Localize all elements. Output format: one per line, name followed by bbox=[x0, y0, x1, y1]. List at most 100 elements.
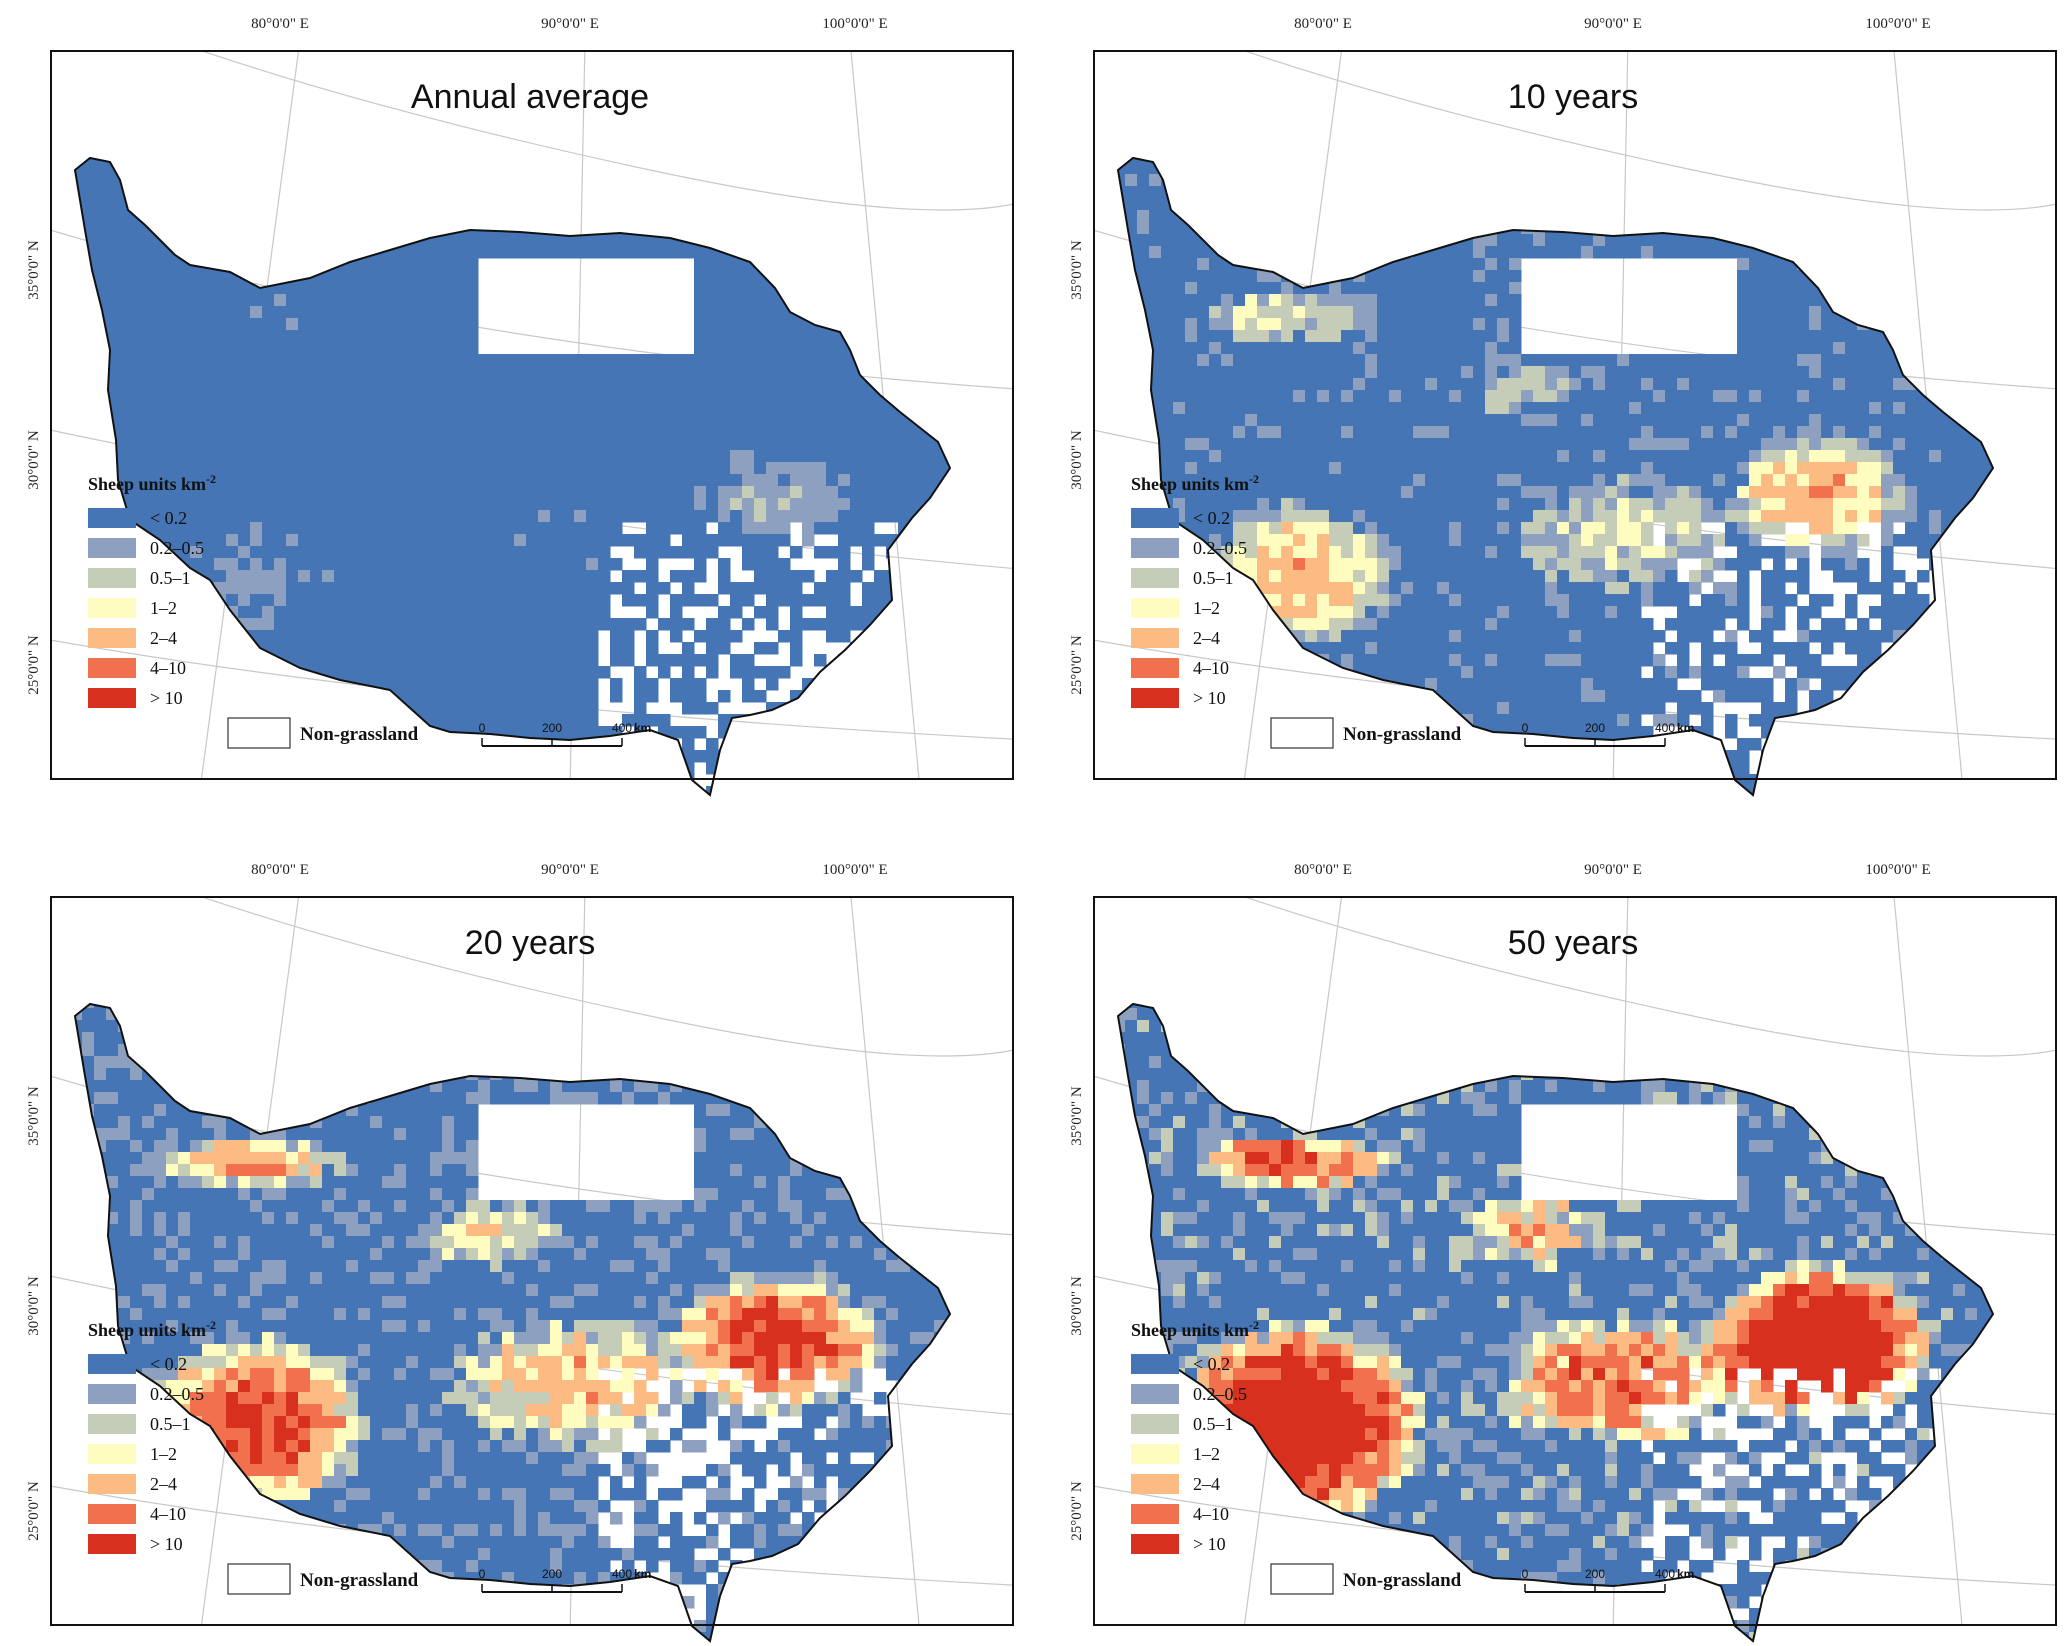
legend-swatch bbox=[88, 1534, 136, 1554]
lon-label: 100°0'0" E bbox=[822, 16, 887, 32]
lat-label: 30°0'0" N bbox=[1069, 430, 1085, 490]
legend-label: 2–4 bbox=[1193, 1474, 1220, 1494]
scale-tick-label: 200 bbox=[542, 721, 562, 735]
legend-label: 1–2 bbox=[1193, 598, 1220, 618]
map-svg: 80°0'0" E 90°0'0" E 100°0'0" E 35°0'0" N 30°… bbox=[26, 862, 1014, 1643]
legend-title: Sheep units km-2 bbox=[88, 1318, 216, 1340]
scale-tick-label: 200 bbox=[542, 1567, 562, 1581]
scale-tick-label: 400 bbox=[612, 1567, 632, 1581]
legend-label: 1–2 bbox=[150, 598, 177, 618]
lon-label: 100°0'0" E bbox=[1865, 16, 1930, 32]
legend: Sheep units km-2 < 0.2 0.2–0.5 0.5–1 1–2 2–4 4… bbox=[1131, 472, 1259, 708]
legend-swatch bbox=[88, 508, 136, 528]
non-grassland-legend: Non-grassland bbox=[1270, 1563, 1462, 1595]
legend-swatch bbox=[88, 1474, 136, 1494]
map-panel-10-years: 80°0'0" E 90°0'0" E 100°0'0" E 35°0'0" N 30°… bbox=[1069, 0, 2057, 797]
lat-label: 25°0'0" N bbox=[1069, 1481, 1085, 1541]
lon-label: 80°0'0" E bbox=[251, 862, 309, 878]
scale-tick-label: 400 bbox=[612, 721, 632, 735]
map-frame: 50 years Sheep units km-2 < 0.2 0.2–0.5 0.5–… bbox=[1093, 896, 2057, 1643]
legend-label: < 0.2 bbox=[1193, 1354, 1230, 1374]
map-svg: 80°0'0" E 90°0'0" E 100°0'0" E 35°0'0" N 30°… bbox=[1069, 16, 2057, 797]
scale-tick-label: 400 bbox=[1655, 1567, 1675, 1581]
panel-title: 50 years bbox=[1508, 924, 1638, 962]
legend-swatch bbox=[88, 538, 136, 558]
legend-label: 0.2–0.5 bbox=[150, 1384, 204, 1404]
lat-label: 30°0'0" N bbox=[26, 1276, 42, 1336]
legend-label: < 0.2 bbox=[150, 1354, 187, 1374]
scale-tick-label: 0 bbox=[479, 721, 486, 735]
lat-label: 25°0'0" N bbox=[1069, 635, 1085, 695]
plateau-outline bbox=[73, 156, 952, 797]
non-grassland-legend: Non-grassland bbox=[227, 717, 419, 749]
legend-swatch bbox=[88, 1414, 136, 1434]
scale-tick-label: 0 bbox=[479, 1567, 486, 1581]
lat-label: 35°0'0" N bbox=[26, 1086, 42, 1146]
lon-label: 80°0'0" E bbox=[1294, 862, 1352, 878]
legend: Sheep units km-2 < 0.2 0.2–0.5 0.5–1 1–2 2–4 4… bbox=[88, 1318, 216, 1554]
legend-swatch bbox=[88, 658, 136, 678]
legend-label: 4–10 bbox=[1193, 658, 1229, 678]
legend-swatch bbox=[1131, 1414, 1179, 1434]
legend-label: 1–2 bbox=[1193, 1444, 1220, 1464]
map-svg: 80°0'0" E 90°0'0" E 100°0'0" E 35°0'0" N 30°… bbox=[1069, 862, 2057, 1643]
lon-label: 80°0'0" E bbox=[251, 16, 309, 32]
legend-swatch bbox=[1131, 1504, 1179, 1524]
lat-label: 35°0'0" N bbox=[1069, 240, 1085, 300]
lat-label: 35°0'0" N bbox=[26, 240, 42, 300]
legend-swatch bbox=[88, 1444, 136, 1464]
legend-label: 0.5–1 bbox=[150, 568, 191, 588]
legend-swatch bbox=[88, 688, 136, 708]
legend-swatch bbox=[1131, 598, 1179, 618]
map-panel-20-years: 80°0'0" E 90°0'0" E 100°0'0" E 35°0'0" N 30°… bbox=[26, 846, 1014, 1643]
legend-swatch bbox=[1131, 1444, 1179, 1464]
map-frame: 20 years Sheep units km-2 < 0.2 0.2–0.5 0.5–… bbox=[50, 896, 1014, 1643]
lat-label: 35°0'0" N bbox=[1069, 1086, 1085, 1146]
scale-tick-label: 400 bbox=[1655, 721, 1675, 735]
lon-label: 90°0'0" E bbox=[541, 862, 599, 878]
legend-swatch bbox=[1131, 1384, 1179, 1404]
legend-swatch bbox=[88, 1504, 136, 1524]
legend: Sheep units km-2 < 0.2 0.2–0.5 0.5–1 1–2 2–4 4… bbox=[88, 472, 216, 708]
lat-label: 25°0'0" N bbox=[26, 635, 42, 695]
non-grassland-legend: Non-grassland bbox=[1270, 717, 1462, 749]
legend-label: 4–10 bbox=[150, 1504, 186, 1524]
plateau-outline bbox=[73, 1002, 952, 1643]
legend-label: 0.5–1 bbox=[1193, 1414, 1234, 1434]
lon-label: 100°0'0" E bbox=[1865, 862, 1930, 878]
legend-swatch bbox=[1131, 508, 1179, 528]
map-panel-50-years: 80°0'0" E 90°0'0" E 100°0'0" E 35°0'0" N 30°… bbox=[1069, 846, 2057, 1643]
legend-label: 2–4 bbox=[150, 1474, 177, 1494]
legend-label: > 10 bbox=[1193, 1534, 1226, 1554]
legend-label: 2–4 bbox=[150, 628, 177, 648]
legend-swatch bbox=[88, 598, 136, 618]
non-grassland-legend: Non-grassland bbox=[227, 1563, 419, 1595]
lat-label: 30°0'0" N bbox=[1069, 1276, 1085, 1336]
lon-label: 90°0'0" E bbox=[541, 16, 599, 32]
panel-title: 10 years bbox=[1508, 78, 1638, 116]
legend-label: > 10 bbox=[150, 1534, 183, 1554]
legend-swatch bbox=[1131, 568, 1179, 588]
svg-text:km: km bbox=[634, 721, 651, 735]
legend-swatch bbox=[1131, 1354, 1179, 1374]
map-frame: Annual average Sheep units km-2 < 0.2 0.2–0… bbox=[50, 50, 1014, 797]
legend-label: < 0.2 bbox=[1193, 508, 1230, 528]
lat-label: 30°0'0" N bbox=[26, 430, 42, 490]
map-svg: 80°0'0" E 90°0'0" E 100°0'0" E 35°0'0" N 30°… bbox=[26, 16, 1014, 797]
scale-bar: 0 200 400 km bbox=[479, 1567, 651, 1593]
legend-label: 4–10 bbox=[150, 658, 186, 678]
legend-swatch bbox=[88, 1354, 136, 1374]
legend-swatch bbox=[1131, 1474, 1179, 1494]
legend-label: 2–4 bbox=[1193, 628, 1220, 648]
panel-title: 20 years bbox=[465, 924, 595, 962]
lon-label: 90°0'0" E bbox=[1584, 862, 1642, 878]
legend-title: Sheep units km-2 bbox=[1131, 472, 1259, 494]
legend-label: > 10 bbox=[150, 688, 183, 708]
legend-swatch bbox=[88, 1384, 136, 1404]
scale-bar: 0 200 400 km bbox=[1522, 721, 1694, 747]
lat-label: 25°0'0" N bbox=[26, 1481, 42, 1541]
legend: Sheep units km-2 < 0.2 0.2–0.5 0.5–1 1–2 2–4 4… bbox=[1131, 1318, 1259, 1554]
scale-tick-label: 200 bbox=[1585, 1567, 1605, 1581]
legend-label: 0.2–0.5 bbox=[1193, 1384, 1247, 1404]
legend-label: 1–2 bbox=[150, 1444, 177, 1464]
